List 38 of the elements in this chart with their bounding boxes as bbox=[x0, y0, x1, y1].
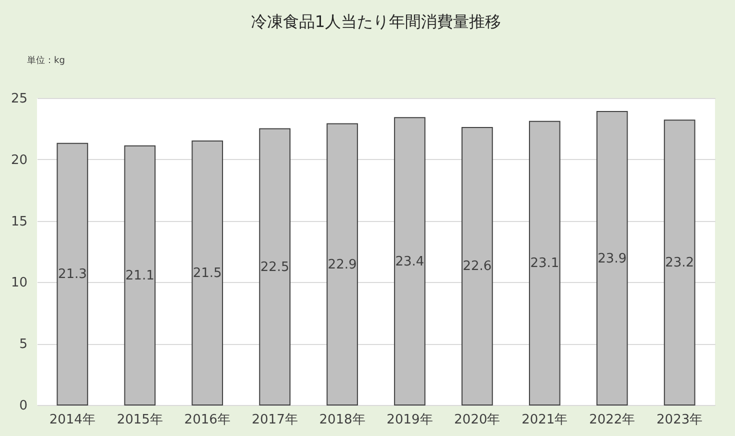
y-tick-label: 20 bbox=[10, 152, 28, 168]
data-label: 23.4 bbox=[395, 254, 424, 270]
bar bbox=[326, 123, 358, 406]
x-tick-label: 2021年 bbox=[522, 412, 568, 428]
y-tick-label: 10 bbox=[10, 276, 28, 291]
data-label: 23.2 bbox=[665, 256, 694, 271]
y-tick-label: 25 bbox=[10, 92, 28, 106]
y-tick-label: 0 bbox=[19, 398, 28, 414]
data-label: 22.9 bbox=[328, 257, 357, 272]
x-tick-label: 2014年 bbox=[49, 412, 96, 428]
data-label: 22.5 bbox=[260, 260, 290, 275]
data-label: 22.6 bbox=[462, 259, 492, 274]
bar bbox=[124, 145, 156, 406]
bar bbox=[462, 126, 493, 406]
y-tick-label: 5 bbox=[19, 337, 28, 352]
bar bbox=[528, 120, 560, 406]
x-tick-label: 2017年 bbox=[252, 412, 298, 428]
data-label: 21.1 bbox=[125, 268, 154, 284]
chart-title: 冷凍食品1人当たり年間消費量推移 bbox=[250, 12, 502, 31]
bar bbox=[664, 120, 696, 406]
y-tick-label: 15 bbox=[10, 214, 28, 230]
bar bbox=[259, 128, 290, 406]
x-tick-label: 2019年 bbox=[386, 412, 433, 428]
x-tick-label: 2015年 bbox=[116, 412, 163, 428]
bar bbox=[596, 111, 628, 406]
bar bbox=[56, 142, 88, 406]
x-tick-label: 2023年 bbox=[656, 412, 703, 428]
x-tick-label: 2020年 bbox=[454, 412, 500, 428]
x-tick-label: 2018年 bbox=[319, 412, 366, 428]
data-label: 23.1 bbox=[530, 256, 560, 272]
text: 単位：kg bbox=[27, 55, 65, 66]
data-label: 21.3 bbox=[58, 267, 87, 282]
x-tick-label: 2022年 bbox=[589, 412, 636, 428]
data-label: 21.5 bbox=[192, 266, 222, 281]
bar bbox=[192, 140, 224, 406]
x-tick-label: 2016年 bbox=[184, 412, 230, 428]
bar bbox=[394, 117, 426, 406]
data-label: 23.9 bbox=[598, 251, 627, 266]
